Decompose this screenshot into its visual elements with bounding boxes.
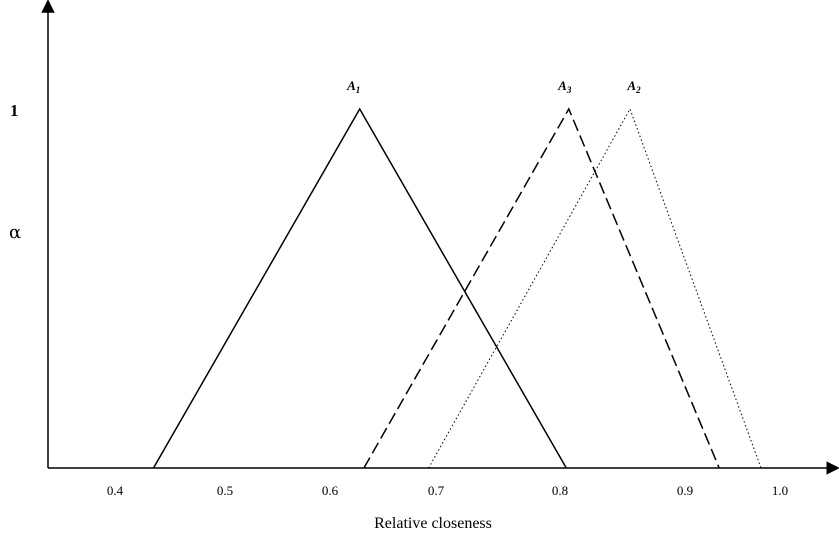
x-axis-label: Relative closeness: [374, 515, 492, 532]
axes: [41, 0, 839, 475]
series-label-name: A: [557, 78, 567, 93]
series-label-A3: A3: [557, 78, 572, 95]
x-tick-label-0: 0.4: [107, 483, 124, 498]
y-top-label: 1: [10, 101, 19, 120]
series-line-A1: [152, 107, 567, 469]
series-line-A2: [428, 107, 762, 469]
x-tick-label-4: 0.8: [552, 483, 568, 498]
series-line-A3: [363, 107, 720, 469]
series-label-name: A: [346, 78, 356, 93]
x-tick-label-6: 1.0: [772, 483, 788, 498]
series-label-subscript: 3: [566, 85, 572, 95]
series-label-A1: A1: [346, 78, 360, 95]
series-label-name: A: [626, 78, 636, 93]
series-labels: A1 A3 A2: [346, 78, 641, 95]
x-tick-label-3: 0.7: [428, 483, 445, 498]
x-tick-labels: 0.4 0.5 0.6 0.7 0.8 0.9 1.0: [107, 483, 788, 498]
x-tick-label-2: 0.6: [322, 483, 339, 498]
series-label-subscript: 2: [635, 85, 641, 95]
y-axis-label: α: [9, 222, 21, 243]
series-label-subscript: 1: [356, 85, 361, 95]
x-tick-label-5: 0.9: [677, 483, 693, 498]
series-label-A2: A2: [626, 78, 641, 95]
series-lines: [152, 107, 762, 469]
x-tick-label-1: 0.5: [217, 483, 233, 498]
